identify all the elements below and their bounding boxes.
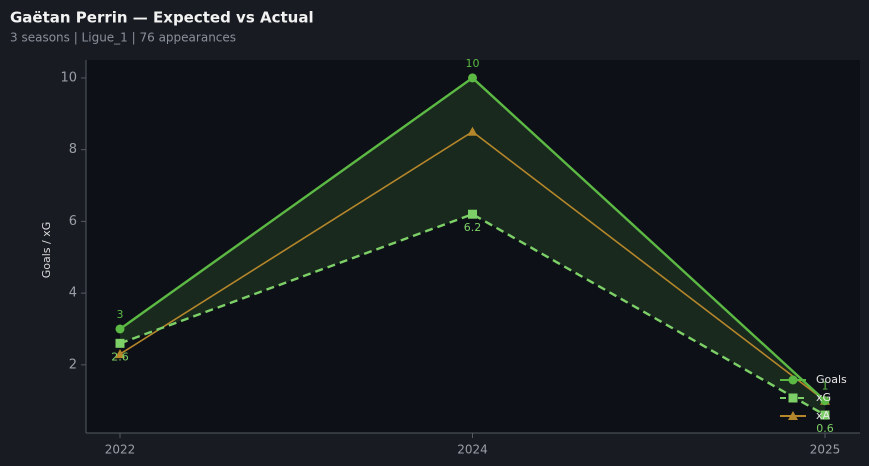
value-label: 10: [466, 57, 480, 70]
value-label: 6.2: [464, 221, 482, 234]
y-tick-label: 8: [69, 142, 77, 157]
legend-label: xG: [816, 391, 831, 404]
point: [820, 396, 830, 406]
x-tick-label: 2025: [810, 443, 841, 457]
fill-between: [120, 77, 825, 416]
value-label: 3: [117, 308, 124, 321]
point: [115, 338, 125, 348]
value-label: 2.6: [111, 350, 129, 363]
point: [788, 393, 798, 403]
legend-label: Goals: [816, 373, 847, 386]
chart-title: Gaëtan Perrin — Expected vs Actual: [10, 9, 314, 27]
value-label: 1: [822, 380, 829, 393]
x-tick-label: 2024: [457, 443, 488, 457]
point: [467, 126, 478, 136]
y-axis-label: Goals / xG: [40, 222, 53, 279]
y-tick-label: 2: [69, 357, 77, 372]
point: [468, 73, 477, 83]
point: [115, 349, 125, 359]
chart-subtitle: 3 seasons | Ligue_1 | 76 appearances: [10, 31, 236, 45]
point: [788, 375, 798, 385]
point: [820, 410, 830, 420]
y-tick-label: 6: [69, 214, 77, 229]
legend-label: xA: [816, 409, 831, 422]
point: [468, 209, 477, 219]
y-tick-label: 4: [69, 286, 77, 301]
x-tick-label: 2022: [105, 443, 136, 457]
y-tick-label: 10: [60, 70, 77, 85]
point: [115, 324, 125, 334]
legend: Goals xG xA: [780, 373, 847, 422]
value-label: 0.6: [816, 422, 834, 435]
point: [788, 411, 798, 420]
